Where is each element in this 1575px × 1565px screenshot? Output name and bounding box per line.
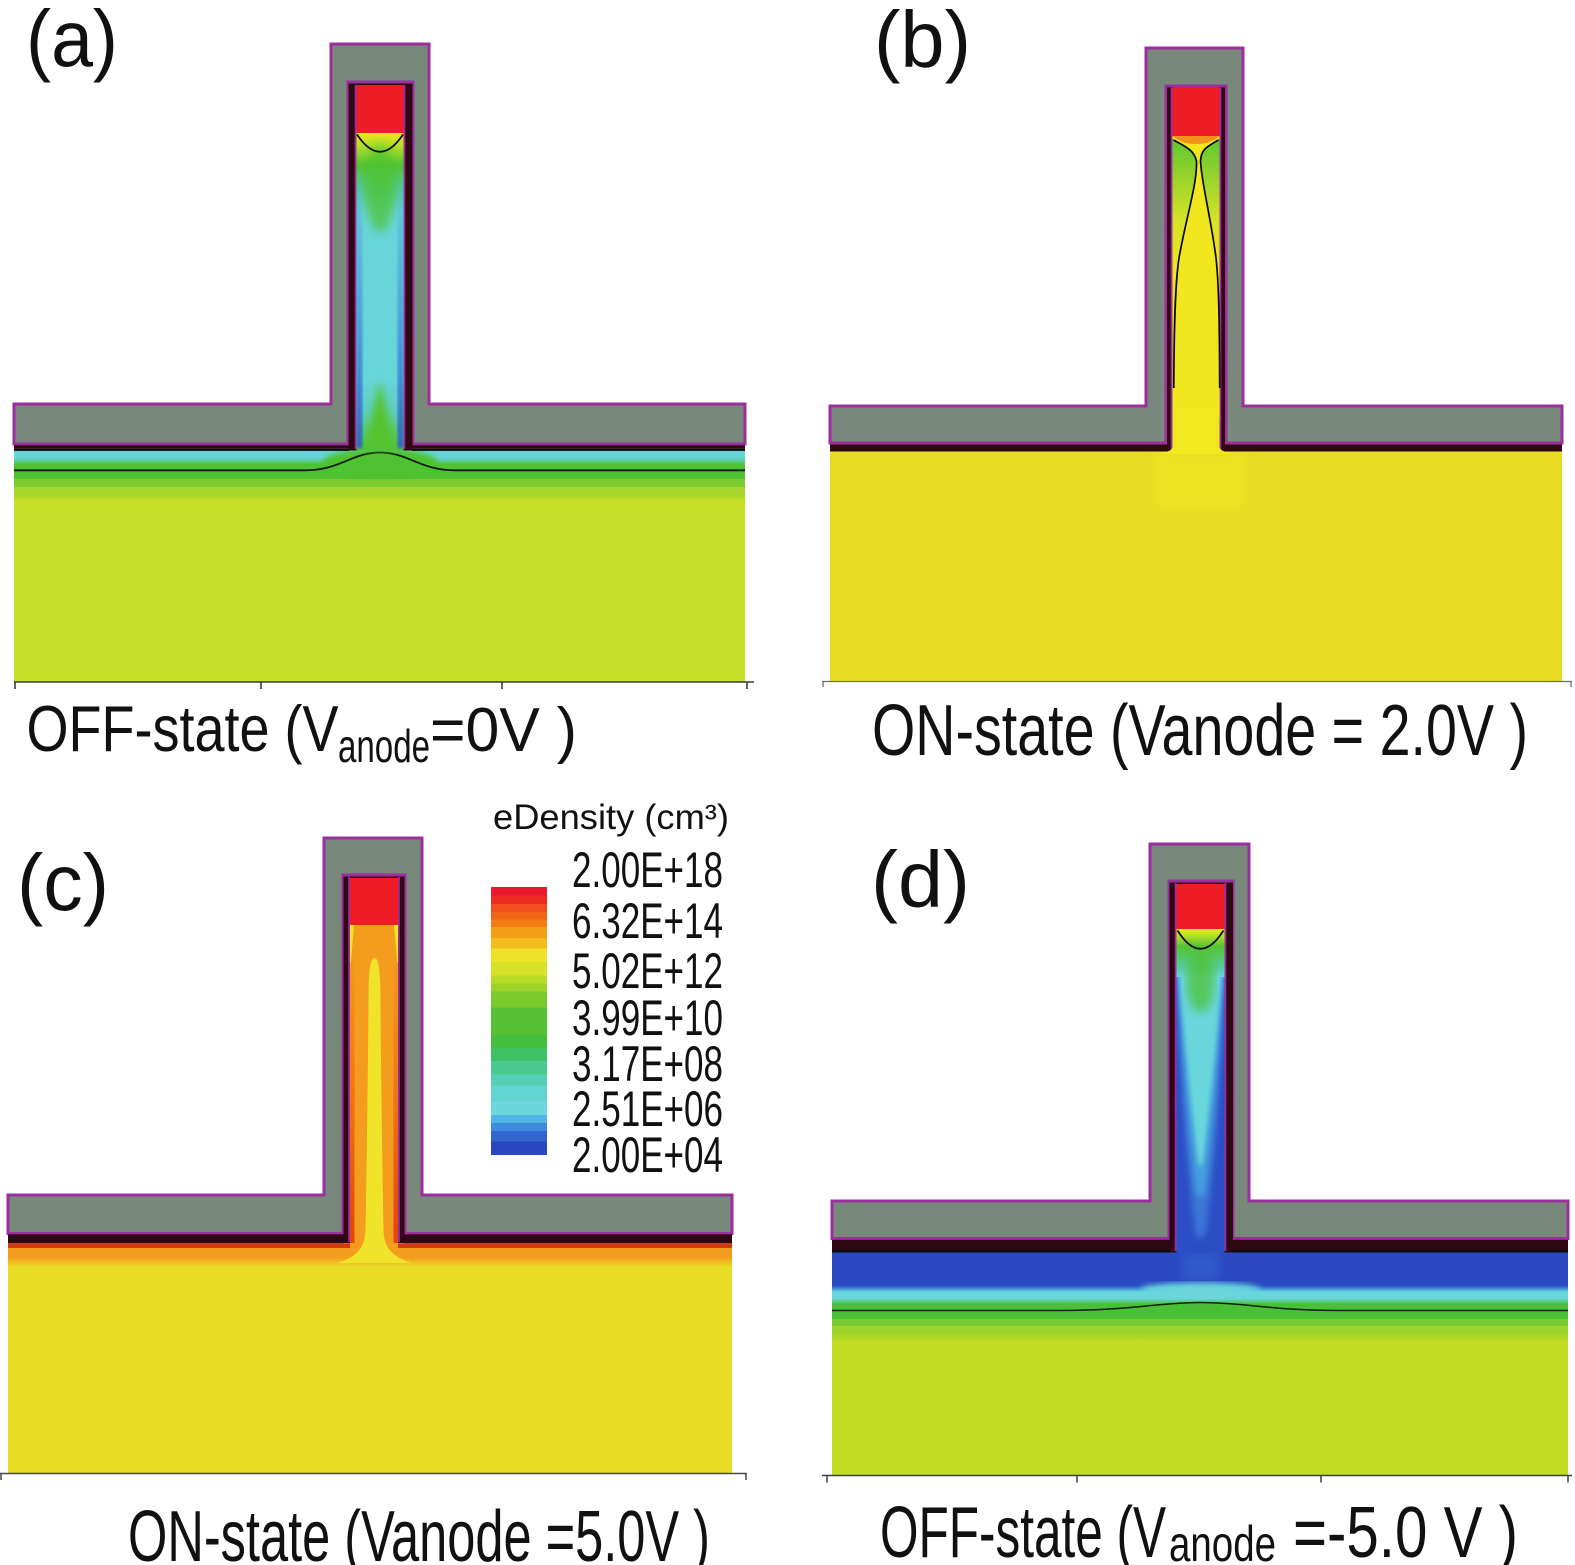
svg-text:2.00E+18: 2.00E+18 [572,842,723,898]
svg-text:2.51E+06: 2.51E+06 [572,1081,723,1137]
svg-text:5.02E+12: 5.02E+12 [572,943,723,999]
svg-text:(a): (a) [26,0,118,83]
svg-text:2.00E+04: 2.00E+04 [572,1127,723,1183]
svg-text:6.32E+14: 6.32E+14 [572,893,723,949]
svg-text:eDensity (cm³): eDensity (cm³) [493,798,729,837]
svg-text:ON-state (Vanode = 2.0V ): ON-state (Vanode = 2.0V ) [872,691,1528,771]
svg-text:=-5.0 V ): =-5.0 V ) [1293,1493,1518,1565]
svg-text:(c): (c) [17,838,109,927]
svg-text:anode: anode [338,720,430,772]
svg-text:ON-state (Vanode =5.0V ): ON-state (Vanode =5.0V ) [128,1497,710,1565]
svg-text:3.99E+10: 3.99E+10 [572,990,723,1046]
svg-text:(d): (d) [871,835,970,924]
svg-text:OFF-state (V: OFF-state (V [27,692,340,765]
svg-text:3.17E+08: 3.17E+08 [572,1036,723,1092]
svg-text:anode: anode [1169,1516,1276,1565]
svg-text:(b): (b) [874,0,971,84]
svg-text:=0V ): =0V ) [430,696,577,765]
svg-text:OFF-state (V: OFF-state (V [880,1493,1166,1565]
